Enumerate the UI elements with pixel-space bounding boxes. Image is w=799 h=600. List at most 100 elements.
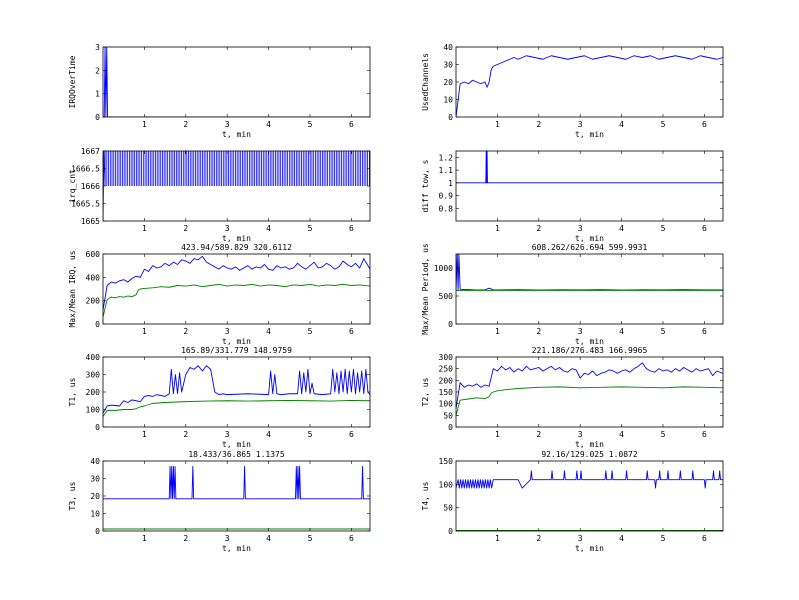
axes-frame <box>102 460 371 532</box>
x-tick-label: 4 <box>619 327 624 336</box>
y-tick-label: 100 <box>439 480 454 489</box>
x-tick-label: 5 <box>661 224 666 233</box>
x-tick-label: 5 <box>661 430 666 439</box>
x-tick-label: 5 <box>308 327 313 336</box>
x-tick-label: 6 <box>349 534 354 543</box>
y-tick-label: 400 <box>86 273 101 282</box>
x-tick-label: 2 <box>183 534 188 543</box>
y-tick-label: 20 <box>90 492 100 501</box>
plot-area <box>456 254 723 291</box>
y-tick-label: 1665.5 <box>71 200 100 209</box>
x-axis-label: t, min <box>575 234 604 243</box>
subplot-8: 221.186/276.483 166.9965 1 2 3 4 5 6 0 50 100 150 2… <box>421 346 724 449</box>
x-tick-label: 4 <box>266 327 271 336</box>
x-tick-label: 1 <box>495 224 500 233</box>
x-tick-label: 2 <box>536 430 541 439</box>
x-tick-label: 4 <box>619 534 624 543</box>
series-line-2 <box>103 399 370 417</box>
y-tick-label: 30 <box>90 475 100 484</box>
y-tick-label: 600 <box>86 250 101 259</box>
x-tick-label: 2 <box>183 327 188 336</box>
plot-area <box>103 47 370 117</box>
x-axis-label: t, min <box>222 234 251 243</box>
series-line-1 <box>456 151 723 184</box>
y-tick-label: 300 <box>86 371 101 380</box>
y-axis-label: T1, us <box>68 377 77 406</box>
subplot-7: 165.89/331.779 148.9759 1 2 3 4 5 6 0 100 200 300 4… <box>68 346 371 449</box>
plot-area <box>456 362 723 416</box>
x-tick-label: 3 <box>578 430 583 439</box>
y-tick-label: 400 <box>86 353 101 362</box>
series-line-1 <box>456 470 723 489</box>
subplot-10: 92.16/129.025 1.0872 1 2 3 4 5 6 0 50 100 150 t, mi… <box>421 450 724 553</box>
x-tick-label: 4 <box>619 430 624 439</box>
x-tick-label: 5 <box>661 327 666 336</box>
y-tick-label: 0 <box>95 320 100 329</box>
y-tick-label: 0 <box>448 113 453 122</box>
x-axis-label: t, min <box>575 130 604 139</box>
subplot-6: 608.262/626.694 599.9931 1 2 3 4 5 6 0 500 1000 t,… <box>421 243 724 346</box>
y-axis-label: diff tow, s <box>421 159 430 212</box>
y-tick-label: 10 <box>90 510 100 519</box>
y-tick-label: 1667 <box>81 147 100 156</box>
series-line-2 <box>456 386 723 416</box>
y-tick-label: 100 <box>439 400 454 409</box>
axes-frame <box>455 150 724 222</box>
y-tick-label: 0 <box>448 320 453 329</box>
x-tick-label: 1 <box>495 534 500 543</box>
subplot-9: 18.433/36.865 1.1375 1 2 3 4 5 6 0 10 20 30 40 t, mi… <box>68 450 371 553</box>
x-tick-label: 2 <box>536 534 541 543</box>
subplot-5: 423.94/589.829 320.6112 1 2 3 4 5 6 0 200 400 600 t… <box>68 243 371 346</box>
y-tick-label: 200 <box>86 297 101 306</box>
x-tick-label: 3 <box>225 224 230 233</box>
x-axis-label: t, min <box>575 440 604 449</box>
y-tick-label: 30 <box>443 61 453 70</box>
y-tick-label: 0 <box>95 113 100 122</box>
x-tick-label: 5 <box>308 534 313 543</box>
axes-frame <box>102 356 371 428</box>
y-tick-label: 0 <box>448 527 453 536</box>
series-line-1 <box>103 47 370 117</box>
y-tick-label: 1665 <box>81 217 100 226</box>
x-tick-label: 2 <box>183 120 188 129</box>
x-tick-label: 5 <box>308 120 313 129</box>
y-tick-label: 1000 <box>434 264 453 273</box>
oscillation-line <box>104 151 370 186</box>
y-axis-label: T3, us <box>68 481 77 510</box>
subplot-2: 1 2 3 4 5 6 0 10 20 30 40 t, min UsedChannels <box>421 43 724 139</box>
series-line-1 <box>103 365 370 414</box>
x-tick-label: 1 <box>495 120 500 129</box>
x-tick-label: 6 <box>702 120 707 129</box>
y-tick-label: 150 <box>439 457 454 466</box>
y-axis-label: IRQOverTime <box>68 55 77 108</box>
axes-frame <box>455 253 724 325</box>
x-axis-label: t, min <box>575 544 604 553</box>
x-tick-label: 1 <box>142 534 147 543</box>
x-tick-label: 4 <box>266 430 271 439</box>
series-line-1 <box>103 255 370 311</box>
series-line-1 <box>103 465 370 500</box>
plot-area <box>456 470 723 531</box>
y-tick-label: 50 <box>443 504 453 513</box>
x-tick-label: 5 <box>661 120 666 129</box>
subplot-title: 18.433/36.865 1.1375 <box>188 450 285 459</box>
x-tick-label: 6 <box>349 430 354 439</box>
y-tick-label: 50 <box>443 411 453 420</box>
plot-area <box>103 151 370 221</box>
y-tick-label: 150 <box>439 388 454 397</box>
x-tick-label: 2 <box>183 430 188 439</box>
y-tick-label: 250 <box>439 365 454 374</box>
x-tick-label: 4 <box>619 120 624 129</box>
y-tick-label: 2 <box>95 66 100 75</box>
subplot-4: 1 2 3 4 5 6 0.8 0.9 1 1.1 1.2 t, min diff tow, s <box>421 150 724 243</box>
plot-area <box>103 255 370 318</box>
x-tick-label: 6 <box>702 224 707 233</box>
y-tick-label: 200 <box>439 376 454 385</box>
y-tick-label: 300 <box>439 353 454 362</box>
plot-area <box>456 55 723 117</box>
x-tick-label: 3 <box>578 327 583 336</box>
subplot-3: 1 2 3 4 5 6 1665 1665.5 1666 1666.5 1667 t, min irq_… <box>68 147 371 243</box>
y-axis-label: T2, us <box>421 377 430 406</box>
